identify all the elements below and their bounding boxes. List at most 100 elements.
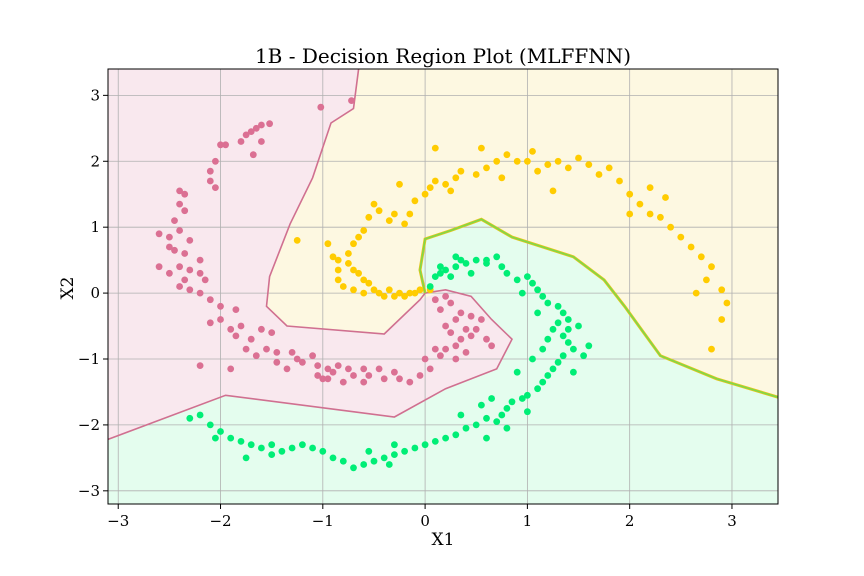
point-gold — [697, 253, 705, 261]
point-pink — [442, 345, 449, 353]
point-pink — [166, 269, 173, 277]
point-gold — [391, 210, 398, 218]
point-pink — [360, 378, 368, 386]
y-tick-label: 3 — [90, 86, 100, 104]
point-gold — [339, 283, 347, 290]
point-pink — [348, 97, 355, 104]
point-gold — [483, 164, 490, 172]
point-gold — [447, 187, 455, 195]
point-pink — [217, 316, 224, 323]
plot-frame — [107, 68, 779, 505]
point-pink — [186, 237, 194, 244]
point-pink — [462, 325, 470, 333]
point-green — [411, 444, 419, 452]
point-pink — [227, 365, 235, 373]
point-gold — [718, 316, 726, 323]
point-green — [524, 408, 531, 416]
point-pink — [467, 332, 475, 340]
point-green — [493, 253, 501, 261]
point-gold — [513, 157, 521, 165]
x-tick-label: −3 — [107, 512, 129, 530]
point-pink — [293, 355, 301, 363]
point-green — [350, 464, 357, 472]
point-green — [447, 273, 455, 280]
point-pink — [339, 378, 347, 386]
point-green — [554, 302, 562, 310]
point-gold — [718, 286, 726, 294]
point-green — [437, 269, 444, 277]
point-gold — [626, 190, 634, 198]
point-green — [431, 438, 439, 445]
point-green — [299, 441, 306, 449]
point-gold — [426, 184, 434, 192]
point-green — [452, 253, 460, 261]
point-green — [212, 434, 219, 442]
point-pink — [176, 227, 184, 234]
x-tick-label: 2 — [625, 512, 635, 530]
point-green — [503, 269, 511, 277]
point-pink — [206, 296, 214, 304]
point-green — [564, 339, 572, 346]
point-gold — [293, 237, 301, 244]
x-axis-label: X1 — [432, 530, 455, 550]
point-gold — [431, 144, 439, 152]
point-pink — [442, 322, 449, 330]
x-tick-label: 0 — [420, 512, 430, 530]
point-gold — [442, 180, 449, 188]
point-pink — [258, 138, 265, 145]
point-green — [549, 325, 557, 333]
point-pink — [273, 358, 281, 366]
point-pink — [258, 121, 265, 129]
point-gold — [334, 276, 342, 284]
point-pink — [309, 352, 316, 360]
x-axis-ticks: −3 −2 −1 0 1 2 3 — [107, 504, 737, 530]
point-green — [508, 398, 516, 406]
x-tick-label: 3 — [727, 512, 737, 530]
point-green — [401, 447, 408, 455]
point-green — [391, 441, 398, 449]
point-green — [268, 441, 276, 449]
y-tick-label: −2 — [78, 416, 100, 434]
y-tick-label: 2 — [90, 152, 100, 170]
point-pink — [268, 329, 276, 336]
point-green — [539, 378, 547, 386]
point-green — [570, 345, 577, 353]
point-green — [570, 368, 577, 376]
point-green — [524, 391, 531, 399]
point-green — [483, 260, 490, 267]
point-green — [529, 355, 536, 363]
point-green — [554, 358, 562, 366]
point-gold — [360, 276, 368, 284]
point-green — [498, 263, 506, 271]
point-gold — [416, 286, 424, 294]
point-pink — [472, 325, 480, 333]
point-green — [431, 273, 439, 280]
point-gold — [401, 293, 408, 300]
point-gold — [375, 289, 383, 297]
point-gold — [646, 184, 654, 192]
point-pink — [350, 372, 357, 379]
point-green — [503, 405, 511, 412]
point-pink — [396, 375, 403, 383]
point-pink — [258, 325, 265, 333]
point-gold — [401, 220, 408, 228]
point-gold — [626, 210, 634, 218]
point-pink — [171, 246, 178, 254]
point-pink — [166, 233, 173, 241]
point-gold — [585, 161, 593, 169]
point-pink — [283, 365, 291, 373]
point-pink — [196, 362, 204, 369]
point-pink — [252, 124, 260, 132]
chart-title: 1B - Decision Region Plot (MLFFNN) — [255, 44, 631, 68]
point-gold — [345, 260, 352, 267]
point-gold — [350, 266, 357, 274]
point-gold — [554, 157, 562, 165]
point-pink — [222, 141, 230, 149]
point-gold — [355, 269, 362, 277]
point-gold — [457, 167, 465, 175]
point-pink — [314, 372, 322, 379]
point-green — [421, 441, 429, 449]
point-gold — [478, 144, 485, 152]
point-gold — [334, 266, 342, 274]
